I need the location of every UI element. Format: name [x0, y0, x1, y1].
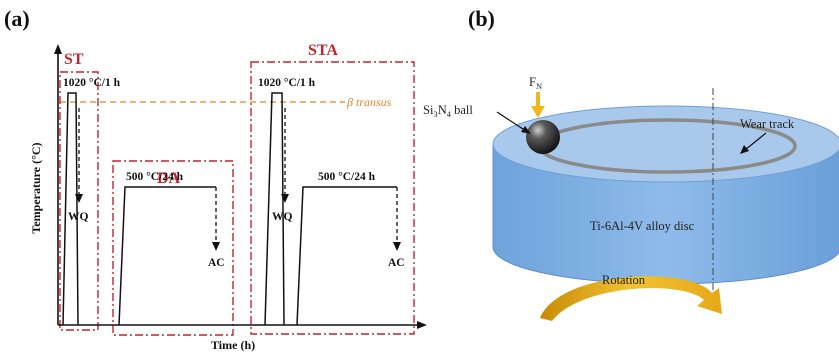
sta-condition-1: 1020 °C/1 h [258, 77, 316, 89]
da-condition: 500 °C/24 h [126, 171, 184, 183]
si3n4-ball [526, 120, 560, 154]
y-axis-label: Temperature (°C) [29, 142, 43, 233]
rotation-label: Rotation [602, 273, 646, 287]
st-quench: WQ [68, 211, 89, 223]
da-profile [118, 186, 216, 326]
sta-quench-arrowhead-1 [281, 194, 289, 203]
panel-a-label: (a) [4, 6, 30, 31]
da-quench-arrowhead [212, 242, 220, 251]
ball-pointer-head [521, 126, 531, 134]
wear-track-pointer [744, 132, 767, 151]
force-label: FN [529, 75, 542, 91]
disc-label: Ti-6Al-4V alloy disc [590, 219, 695, 233]
x-axis-arrow [417, 321, 427, 329]
da-label: DA [157, 170, 181, 187]
beta-transus-label: β transus [346, 95, 392, 109]
st-label: ST [64, 51, 84, 68]
sta-quench-2: AC [388, 257, 405, 269]
sta-quench-1: WQ [272, 211, 293, 223]
st-quench-arrowhead [75, 194, 83, 203]
sta-label: STA [308, 42, 338, 59]
sta-solution-profile [264, 92, 285, 326]
panel-a: (a) β transus ST DA STA Temperature (°C)… [4, 6, 427, 352]
da-box [112, 160, 234, 336]
ball-pointer [496, 111, 527, 132]
panel-b: (b) FN Si3N4 ball Wear track Ti-6Al-4V a… [423, 6, 839, 321]
y-axis-arrow [54, 44, 62, 54]
panel-b-label: (b) [468, 6, 495, 31]
sta-box [250, 61, 415, 335]
force-arrowhead [531, 106, 545, 118]
da-quench: AC [208, 257, 225, 269]
st-profile [62, 92, 79, 326]
rotation-arrow [540, 276, 722, 321]
sta-condition-2: 500 °C/24 h [318, 171, 376, 183]
sta-quench-arrowhead-2 [393, 242, 401, 251]
sta-aging-profile [296, 186, 397, 326]
wear-track-label: Wear track [740, 117, 795, 131]
st-condition: 1020 °C/1 h [63, 77, 121, 89]
ball-label: Si3N4 ball [423, 103, 473, 119]
wear-track-pointer-head [740, 145, 749, 154]
st-box [59, 71, 99, 331]
x-axis-label: Time (h) [211, 338, 255, 352]
